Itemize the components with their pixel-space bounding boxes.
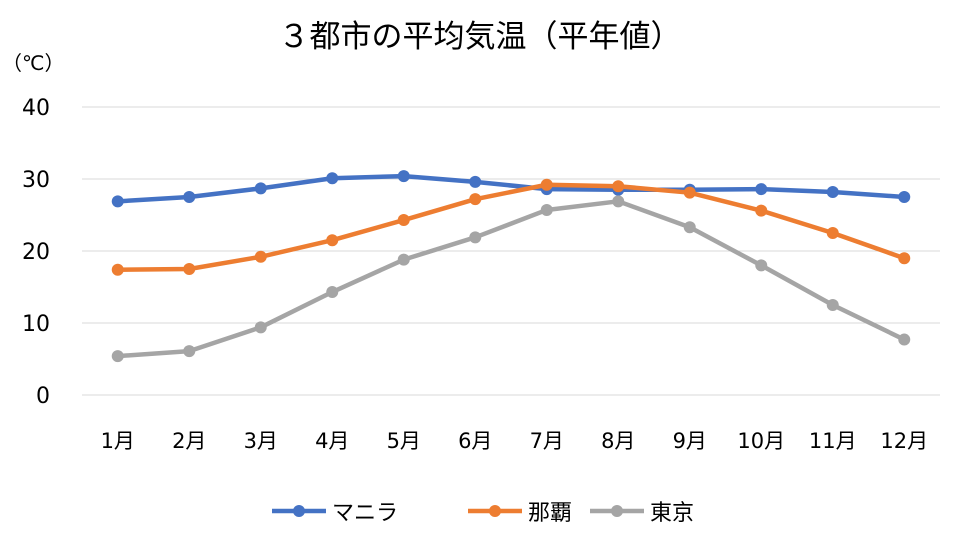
data-point: [397, 170, 410, 183]
legend-marker: [293, 505, 305, 517]
data-point: [326, 286, 339, 299]
data-point: [540, 178, 553, 191]
data-point: [540, 203, 553, 216]
data-point: [326, 234, 339, 247]
series-1: [111, 178, 911, 276]
data-point: [111, 263, 124, 276]
legend-item: 東京: [590, 501, 694, 526]
y-tick-label: 30: [22, 168, 50, 193]
data-point: [683, 221, 696, 234]
y-axis-unit-label: （℃）: [2, 51, 64, 75]
legend-label: 那覇: [528, 501, 572, 526]
x-tick-label: 9月: [673, 429, 707, 453]
data-point: [898, 252, 911, 265]
data-point: [898, 191, 911, 203]
series-line: [115, 199, 907, 359]
series-line: [115, 182, 907, 272]
data-point: [755, 204, 768, 217]
data-point: [397, 214, 410, 227]
series-2: [111, 195, 911, 363]
data-point: [826, 227, 839, 239]
x-tick-label: 6月: [458, 429, 492, 453]
data-point: [826, 185, 839, 198]
data-point: [755, 183, 768, 196]
data-point: [326, 172, 339, 185]
x-tick-label: 2月: [172, 429, 206, 453]
data-point: [111, 350, 124, 363]
series-0: [111, 170, 911, 208]
x-tick-label: 12月: [880, 429, 928, 453]
x-tick-label: 7月: [530, 429, 564, 453]
data-point: [111, 195, 124, 208]
data-point: [683, 186, 696, 199]
data-point: [469, 175, 482, 188]
data-point: [183, 345, 196, 358]
x-tick-label: 11月: [809, 429, 857, 453]
series-line: [115, 173, 907, 204]
legend-label: 東京: [650, 501, 694, 526]
legend-label: マニラ: [332, 501, 398, 526]
x-tick-label: 1月: [101, 429, 135, 453]
y-tick-label: 40: [22, 96, 50, 121]
data-point: [254, 321, 267, 334]
data-point: [755, 259, 768, 272]
legend-marker: [489, 505, 501, 517]
data-point: [612, 180, 625, 193]
legend-item: 那覇: [468, 501, 572, 526]
y-tick-label: 10: [22, 312, 50, 337]
data-point: [254, 250, 267, 263]
x-tick-label: 5月: [387, 429, 421, 453]
x-tick-label: 10月: [737, 429, 785, 453]
legend-marker: [611, 505, 623, 517]
data-point: [898, 333, 911, 346]
chart-title: ３都市の平均気温（平年値）: [279, 19, 682, 55]
y-tick-label: 0: [36, 384, 50, 409]
x-tick-label: 4月: [315, 429, 349, 453]
data-point: [826, 299, 839, 311]
data-point: [469, 231, 482, 244]
legend-item: マニラ: [272, 501, 398, 526]
data-point: [183, 263, 196, 275]
x-tick-label: 8月: [601, 429, 635, 453]
data-point: [254, 182, 267, 195]
data-point: [469, 193, 482, 206]
y-tick-label: 20: [22, 240, 50, 265]
data-point: [397, 253, 410, 266]
x-tick-label: 3月: [244, 429, 278, 453]
data-point: [612, 195, 625, 208]
data-point: [183, 191, 196, 203]
